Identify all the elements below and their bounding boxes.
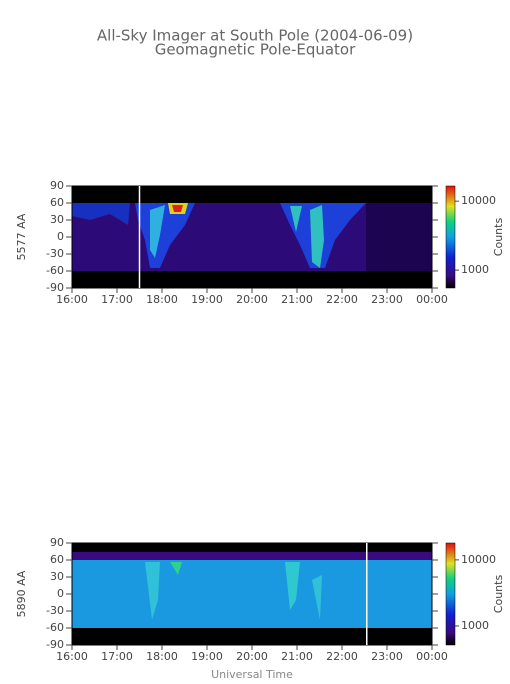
y-axis-label: 5890 AA (15, 570, 28, 617)
y-tick-label: 90 (50, 536, 64, 549)
y-tick-label: 0 (57, 230, 64, 243)
colorbar-label: Counts (492, 218, 505, 257)
x-tick-label: 18:00 (146, 293, 178, 306)
x-tick-label: 16:00 (56, 293, 88, 306)
colorbar (445, 185, 456, 289)
heatmap-image (72, 186, 432, 288)
x-tick-label: 21:00 (281, 293, 313, 306)
y-tick-label: 60 (50, 196, 64, 209)
x-axis-label: Universal Time (211, 668, 293, 680)
y-tick-label: -60 (46, 621, 64, 634)
colorbar (445, 542, 456, 646)
y-tick-label: 30 (50, 213, 64, 226)
x-tick-label: 17:00 (101, 650, 133, 663)
x-tick-label: 22:00 (326, 293, 358, 306)
x-tick-label: 23:00 (371, 293, 403, 306)
x-tick-label: 00:00 (416, 293, 448, 306)
y-tick-label: -30 (46, 247, 64, 260)
x-tick-label: 19:00 (191, 293, 223, 306)
y-tick-label: -30 (46, 604, 64, 617)
colorbar-label: Counts (492, 575, 505, 614)
subtitle: Geomagnetic Pole-Equator (155, 41, 356, 59)
y-tick-label: 30 (50, 570, 64, 583)
colorbar-tick-label: 1000 (461, 619, 489, 632)
colorbar-tick-label: 10000 (461, 553, 496, 566)
y-tick-label: -60 (46, 264, 64, 277)
title: All-Sky Imager at South Pole (2004-06-09… (97, 27, 413, 45)
colorbar-tick-label: 10000 (461, 194, 496, 207)
x-tick-label: 19:00 (191, 650, 223, 663)
x-tick-label: 21:00 (281, 650, 313, 663)
x-tick-label: 00:00 (416, 650, 448, 663)
x-tick-label: 18:00 (146, 650, 178, 663)
colorbar-tick-label: 1000 (461, 263, 489, 276)
x-tick-label: 20:00 (236, 650, 268, 663)
heatmap-image (72, 543, 432, 645)
y-tick-label: 60 (50, 553, 64, 566)
x-tick-label: 17:00 (101, 293, 133, 306)
x-tick-label: 20:00 (236, 293, 268, 306)
x-tick-label: 22:00 (326, 650, 358, 663)
y-tick-label: -90 (46, 281, 64, 294)
y-tick-label: 90 (50, 179, 64, 192)
y-tick-label: -90 (46, 638, 64, 651)
y-tick-label: 0 (57, 587, 64, 600)
y-axis-label: 5577 AA (15, 213, 28, 260)
x-tick-label: 23:00 (371, 650, 403, 663)
x-tick-label: 16:00 (56, 650, 88, 663)
